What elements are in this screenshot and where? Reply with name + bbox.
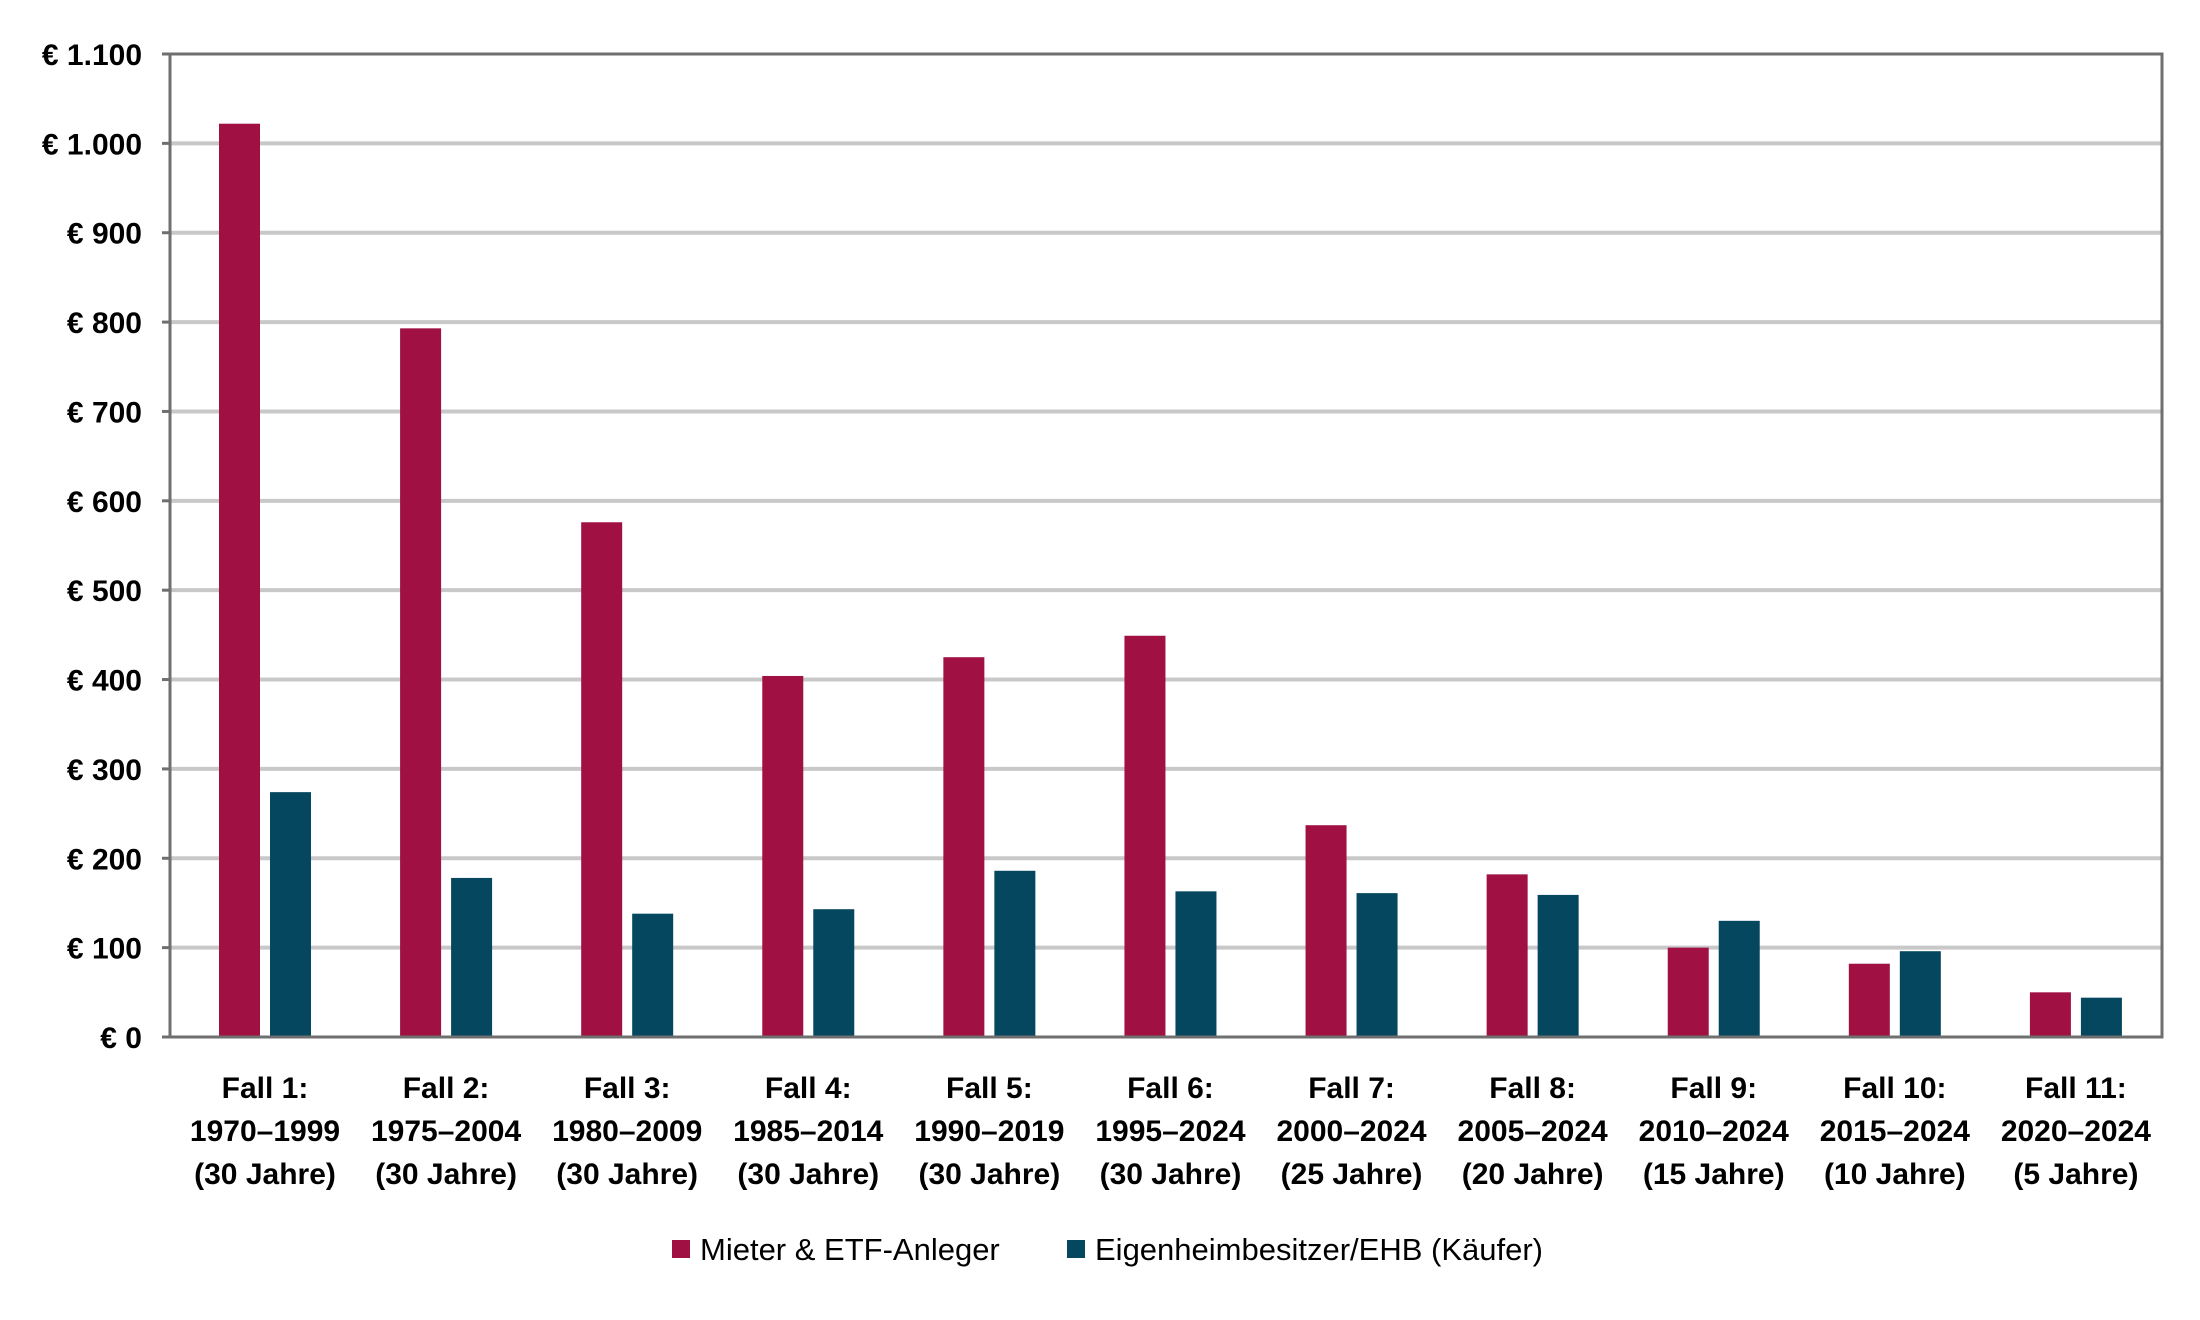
x-category-label: Fall 2: (403, 1072, 490, 1105)
x-category-label: Fall 9: (1670, 1072, 1757, 1105)
y-tick-label: € 400 (67, 665, 142, 698)
x-category-label: Fall 10: (1843, 1072, 1946, 1105)
y-tick-label: € 1.100 (42, 39, 142, 72)
x-category-label: 2005–2024 (1458, 1115, 1608, 1148)
legend-swatch (672, 1240, 690, 1258)
x-category-label: 1980–2009 (552, 1115, 702, 1148)
y-tick-label: € 500 (67, 575, 142, 608)
bar-eigenheim-9 (1718, 920, 1760, 1037)
x-category-label: 2020–2024 (2001, 1115, 2151, 1148)
bar-mieter-etf-9 (1667, 947, 1709, 1037)
bar-mieter-etf-8 (1486, 874, 1528, 1037)
x-category-label: (30 Jahre) (918, 1158, 1060, 1191)
x-category-label: Fall 6: (1127, 1072, 1214, 1105)
bar-mieter-etf-2 (400, 328, 442, 1037)
y-axis-ticks: € 0 € 100 € 200 € 300 € 400 € 500 € 600 € 700 € … (42, 39, 170, 1055)
bar-mieter-etf-6 (1124, 635, 1166, 1037)
x-category-label: Fall 5: (946, 1072, 1033, 1105)
x-category-label: (30 Jahre) (556, 1158, 698, 1191)
x-category-label: Fall 4: (765, 1072, 852, 1105)
y-tick-label: € 900 (67, 218, 142, 251)
x-category-label: Fall 8: (1489, 1072, 1576, 1105)
x-category-label: (25 Jahre) (1281, 1158, 1423, 1191)
y-tick-label: € 600 (67, 486, 142, 519)
x-category-label: (30 Jahre) (737, 1158, 879, 1191)
bar-mieter-etf-5 (943, 657, 985, 1037)
bar-mieter-etf-7 (1305, 825, 1347, 1037)
bar-eigenheim-6 (1175, 891, 1217, 1037)
legend-label: Mieter & ETF-Anleger (700, 1232, 1000, 1267)
x-category-label: Fall 7: (1308, 1072, 1395, 1105)
legend-swatch (1067, 1240, 1085, 1258)
x-category-label: (20 Jahre) (1462, 1158, 1604, 1191)
axes (168, 52, 2164, 1039)
y-tick-label: € 300 (67, 754, 142, 787)
bar-eigenheim-10 (1899, 951, 1941, 1037)
bar-mieter-etf-4 (762, 675, 804, 1037)
x-category-label: 1970–1999 (190, 1115, 340, 1148)
x-category-label: 1985–2014 (733, 1115, 883, 1148)
y-tick-label: € 200 (67, 843, 142, 876)
gridlines (170, 141, 2162, 950)
bars (219, 123, 2122, 1038)
x-category-label: (10 Jahre) (1824, 1158, 1966, 1191)
y-tick-label: € 100 (67, 933, 142, 966)
bar-mieter-etf-11 (2029, 992, 2071, 1037)
x-category-label: Fall 3: (584, 1072, 671, 1105)
bar-eigenheim-7 (1356, 893, 1398, 1037)
x-category-label: Fall 11: (2025, 1072, 2127, 1105)
x-category-label: Fall 1: (222, 1072, 309, 1105)
bar-mieter-etf-10 (1848, 963, 1890, 1037)
x-category-label: 2015–2024 (1820, 1115, 1970, 1148)
y-tick-label: € 1.000 (42, 128, 142, 161)
y-tick-label: € 0 (100, 1022, 142, 1055)
bar-eigenheim-2 (451, 877, 493, 1037)
x-category-label: 1990–2019 (914, 1115, 1064, 1148)
y-tick-label: € 700 (67, 396, 142, 429)
legend: Mieter & ETF-Anleger Eigenheimbesitzer/EH… (672, 1232, 1543, 1267)
x-category-label: (15 Jahre) (1643, 1158, 1785, 1191)
x-axis-categories: Fall 1: 1970–1999 (30 Jahre) Fall 2: 1975–20… (190, 1072, 2151, 1191)
bar-eigenheim-5 (994, 870, 1036, 1037)
plot-frame (168, 52, 2164, 1039)
x-category-label: 2010–2024 (1639, 1115, 1789, 1148)
bar-eigenheim-8 (1537, 894, 1579, 1037)
x-category-label: 1975–2004 (371, 1115, 521, 1148)
bar-eigenheim-3 (632, 913, 674, 1037)
bar-eigenheim-1 (270, 792, 311, 1037)
x-category-label: 2000–2024 (1276, 1115, 1426, 1148)
bar-eigenheim-4 (813, 909, 855, 1037)
bar-mieter-etf-3 (581, 522, 623, 1037)
x-category-label: (30 Jahre) (194, 1158, 336, 1191)
y-tick-label: € 800 (67, 307, 142, 340)
x-category-label: 1995–2024 (1095, 1115, 1245, 1148)
x-category-label: (30 Jahre) (375, 1158, 517, 1191)
bar-mieter-etf-1 (219, 123, 260, 1038)
x-category-label: (30 Jahre) (1100, 1158, 1242, 1191)
legend-label: Eigenheimbesitzer/EHB (Käufer) (1095, 1232, 1543, 1267)
bar-eigenheim-11 (2080, 997, 2122, 1037)
x-category-label: (5 Jahre) (2013, 1158, 2138, 1191)
